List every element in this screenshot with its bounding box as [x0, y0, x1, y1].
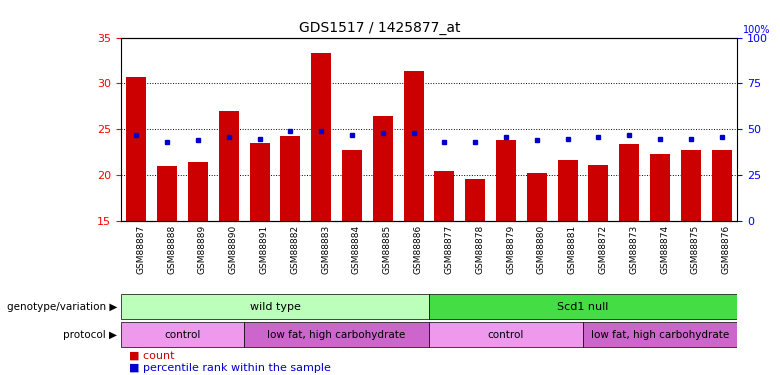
- Text: GSM88882: GSM88882: [290, 225, 300, 274]
- Title: GDS1517 / 1425877_at: GDS1517 / 1425877_at: [299, 21, 460, 35]
- Bar: [711, 150, 732, 221]
- Bar: [496, 140, 516, 221]
- Bar: [583, 322, 737, 347]
- Bar: [429, 322, 583, 347]
- Text: GSM88884: GSM88884: [352, 225, 361, 274]
- Text: GSM88879: GSM88879: [506, 225, 515, 274]
- Bar: [250, 143, 270, 221]
- Text: ■ count: ■ count: [129, 351, 174, 361]
- Text: GSM88889: GSM88889: [198, 225, 207, 274]
- Bar: [588, 165, 608, 221]
- Text: low fat, high carbohydrate: low fat, high carbohydrate: [268, 330, 406, 340]
- Bar: [465, 179, 485, 221]
- Bar: [373, 116, 393, 221]
- Bar: [311, 53, 332, 221]
- Text: ■ percentile rank within the sample: ■ percentile rank within the sample: [129, 363, 331, 373]
- Text: 100%: 100%: [743, 25, 770, 35]
- Text: protocol ▶: protocol ▶: [63, 330, 117, 340]
- Text: low fat, high carbohydrate: low fat, high carbohydrate: [591, 330, 729, 340]
- Text: GSM88878: GSM88878: [475, 225, 484, 274]
- Text: GSM88885: GSM88885: [383, 225, 392, 274]
- Text: GSM88874: GSM88874: [660, 225, 669, 274]
- Bar: [244, 322, 429, 347]
- Bar: [558, 160, 578, 221]
- Text: GSM88881: GSM88881: [568, 225, 576, 274]
- Bar: [619, 144, 640, 221]
- Text: Scd1 null: Scd1 null: [558, 302, 608, 312]
- Bar: [650, 154, 670, 221]
- Text: GSM88887: GSM88887: [136, 225, 145, 274]
- Bar: [280, 136, 300, 221]
- Text: GSM88876: GSM88876: [722, 225, 731, 274]
- Text: GSM88875: GSM88875: [691, 225, 700, 274]
- Text: GSM88890: GSM88890: [229, 225, 238, 274]
- Bar: [188, 162, 208, 221]
- Bar: [429, 294, 737, 319]
- Bar: [157, 166, 177, 221]
- Text: genotype/variation ▶: genotype/variation ▶: [6, 302, 117, 312]
- Text: GSM88891: GSM88891: [260, 225, 268, 274]
- Text: GSM88883: GSM88883: [321, 225, 330, 274]
- Text: wild type: wild type: [250, 302, 300, 312]
- Text: GSM88888: GSM88888: [167, 225, 176, 274]
- Bar: [526, 172, 547, 221]
- Text: GSM88872: GSM88872: [598, 225, 608, 274]
- Bar: [434, 171, 455, 221]
- Text: GSM88873: GSM88873: [629, 225, 638, 274]
- Text: control: control: [165, 330, 200, 340]
- Bar: [218, 111, 239, 221]
- Bar: [121, 322, 244, 347]
- Text: GSM88886: GSM88886: [413, 225, 423, 274]
- Text: control: control: [488, 330, 524, 340]
- Bar: [681, 150, 701, 221]
- Bar: [403, 70, 424, 221]
- Bar: [126, 77, 147, 221]
- Bar: [121, 294, 429, 319]
- Bar: [342, 150, 362, 221]
- Text: GSM88880: GSM88880: [537, 225, 546, 274]
- Text: GSM88877: GSM88877: [445, 225, 453, 274]
